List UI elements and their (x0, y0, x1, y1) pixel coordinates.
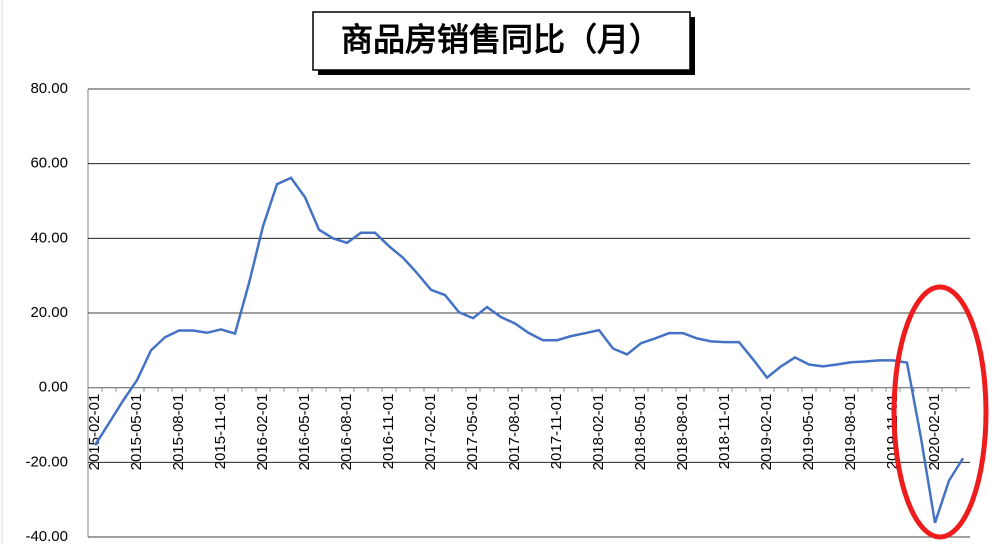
y-tick-label: 40.00 (30, 229, 68, 246)
title-box (312, 11, 691, 71)
x-tick-label: 2017-08-01 (506, 394, 523, 471)
y-tick-label: 0.00 (39, 379, 68, 396)
x-tick-label: 2015-11-01 (212, 394, 229, 470)
chart-title: 商品房销售同比（月） (341, 21, 661, 57)
x-tick-label: 2015-08-01 (170, 394, 187, 471)
y-tick-label: -40.00 (25, 528, 68, 544)
y-tick-label: -20.00 (25, 453, 68, 470)
x-tick-label: 2017-05-01 (464, 394, 481, 471)
x-tick-label: 2019-08-01 (842, 394, 859, 471)
highlight-circle (891, 284, 989, 540)
x-tick-label: 2018-02-01 (590, 394, 607, 471)
y-tick-label: 20.00 (30, 304, 68, 321)
x-tick-label: 2020-02-01 (926, 394, 943, 471)
x-tick-label: 2015-05-01 (128, 394, 145, 471)
x-tick-label: 2018-11-01 (716, 394, 733, 470)
x-tick-label: 2016-08-01 (338, 394, 355, 471)
x-tick-label: 2018-05-01 (632, 394, 649, 471)
x-tick-label: 2015-02-01 (86, 394, 103, 471)
x-tick-label: 2016-11-01 (380, 394, 397, 470)
x-tick-label: 2019-05-01 (800, 394, 817, 471)
x-tick-label: 2017-02-01 (422, 394, 439, 471)
x-tick-label: 2019-02-01 (758, 394, 775, 471)
x-tick-label: 2016-02-01 (254, 394, 271, 471)
data-line (93, 176, 965, 524)
y-tick-label: 80.00 (30, 80, 68, 97)
x-tick-label: 2018-08-01 (674, 394, 691, 471)
x-tick-label: 2016-05-01 (296, 394, 313, 471)
x-tick-label: 2017-11-01 (548, 394, 565, 470)
y-tick-label: 60.00 (30, 155, 68, 172)
